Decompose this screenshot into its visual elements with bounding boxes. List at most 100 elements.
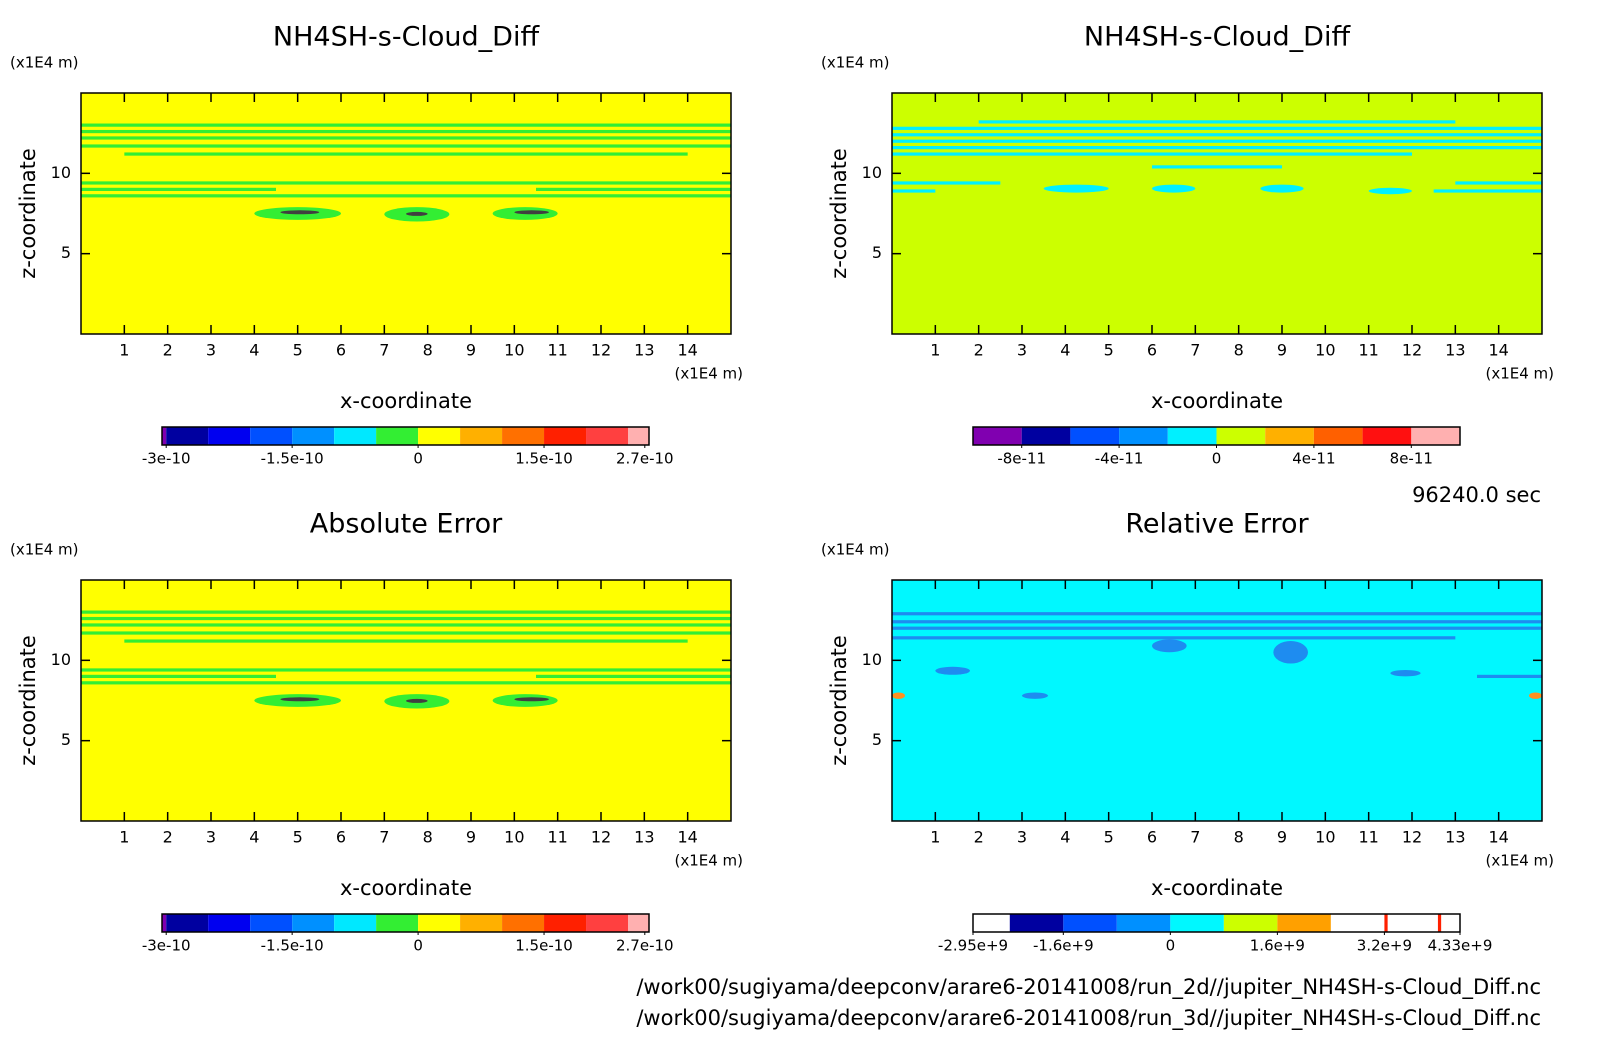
plot-area — [81, 93, 731, 334]
x-tick-label: 1 — [930, 341, 940, 360]
x-unit: (x1E4 m) — [1485, 852, 1554, 870]
colorbar-segment — [544, 427, 587, 445]
colorbar-segment — [162, 427, 167, 445]
x-tick-label: 10 — [1315, 828, 1335, 847]
colorbar-segment — [544, 914, 587, 932]
file-path: /work00/sugiyama/deepconv/arare6-2014100… — [636, 975, 1541, 1000]
colorbar-tick-label: 8e-11 — [1390, 450, 1433, 468]
contour-band — [892, 620, 1542, 624]
y-axis-label: z-coordinate — [827, 635, 851, 766]
colorbar-segment — [162, 914, 167, 932]
colorbar-segment — [166, 914, 209, 932]
contour-cell — [1043, 184, 1109, 193]
contour-band — [124, 152, 688, 156]
x-unit: (x1E4 m) — [674, 852, 743, 870]
x-tick-label: 11 — [1358, 341, 1378, 360]
contour-band — [81, 631, 731, 635]
x-tick-label: 12 — [1402, 341, 1422, 360]
panel-title: Relative Error — [1125, 509, 1309, 540]
colorbar-segment — [1441, 914, 1460, 932]
colorbar-segment — [292, 427, 335, 445]
x-tick-label: 7 — [1190, 341, 1200, 360]
colorbar-tick-label: -1.5e-10 — [261, 937, 324, 955]
colorbar-segment — [292, 914, 335, 932]
x-tick-label: 7 — [1190, 828, 1200, 847]
y-tick-label: 5 — [61, 243, 71, 262]
y-unit: (x1E4 m) — [821, 54, 890, 72]
colorbar-segment — [334, 427, 377, 445]
x-tick-label: 1 — [119, 828, 129, 847]
contour-band — [81, 616, 731, 621]
contour-cell — [514, 697, 550, 702]
contour-band — [81, 187, 276, 192]
contour-cell — [1260, 184, 1304, 193]
x-tick-label: 4 — [249, 341, 259, 360]
contour-band — [81, 674, 276, 679]
colorbar-tick-label: 0 — [413, 450, 423, 468]
contour-cell — [1273, 641, 1308, 664]
colorbar-segment — [973, 914, 1010, 932]
contour-band — [536, 187, 731, 192]
colorbar-segment — [1216, 427, 1266, 445]
contour-cell — [406, 698, 428, 703]
x-tick-label: 2 — [974, 828, 984, 847]
colorbar-frame — [161, 913, 650, 933]
x-unit: (x1E4 m) — [1485, 365, 1554, 383]
x-tick-label: 2 — [163, 341, 173, 360]
colorbar-tick-label: 4.33e+9 — [1428, 937, 1493, 955]
x-tick-label: 9 — [466, 341, 476, 360]
colorbar-segment — [460, 427, 503, 445]
contour-cell — [1152, 639, 1187, 653]
x-tick-label: 11 — [547, 341, 567, 360]
y-tick-label: 5 — [61, 730, 71, 749]
colorbar-segment — [502, 914, 545, 932]
plot-frame — [891, 579, 1543, 822]
colorbar-segment — [208, 427, 251, 445]
colorbar-segment — [1437, 914, 1442, 932]
colorbar-tick-label: 1.6e+9 — [1250, 937, 1305, 955]
x-tick-label: 5 — [293, 828, 303, 847]
contour-band — [81, 129, 731, 134]
file-path: /work00/sugiyama/deepconv/arare6-2014100… — [636, 1006, 1541, 1031]
x-tick-label: 8 — [1234, 341, 1244, 360]
colorbar-tick-label: -8e-11 — [997, 450, 1046, 468]
colorbar-segment — [1411, 427, 1460, 445]
contour-cell — [406, 211, 428, 216]
x-tick-label: 8 — [423, 828, 433, 847]
panel-title: Absolute Error — [310, 509, 503, 540]
colorbar-tick-label: 0 — [1166, 937, 1176, 955]
contour-cell — [1529, 692, 1542, 699]
y-unit: (x1E4 m) — [821, 541, 890, 559]
colorbar-tick-label: -2.95e+9 — [938, 937, 1008, 955]
colorbar-segment — [1387, 914, 1438, 932]
colorbar-tick-label: 1.5e-10 — [515, 450, 573, 468]
panel-title: NH4SH-s-Cloud_Diff — [1084, 22, 1352, 53]
x-tick-label: 13 — [1445, 341, 1465, 360]
x-tick-label: 13 — [634, 341, 654, 360]
contour-cell — [280, 697, 320, 702]
y-axis-label: z-coordinate — [16, 635, 40, 766]
x-tick-label: 11 — [1358, 828, 1378, 847]
contour-band — [81, 181, 731, 185]
x-tick-label: 3 — [1017, 341, 1027, 360]
x-axis-label: x-coordinate — [340, 389, 472, 413]
colorbar-segment — [1265, 427, 1314, 445]
contour-band — [892, 152, 1412, 156]
colorbar-segment — [1277, 914, 1331, 932]
contour-band — [81, 681, 731, 685]
x-tick-label: 6 — [1147, 828, 1157, 847]
colorbar-segment — [1362, 427, 1412, 445]
x-tick-label: 7 — [379, 828, 389, 847]
colorbar-segment — [502, 427, 545, 445]
colorbar-segment — [1063, 914, 1117, 932]
contour-band — [81, 610, 731, 614]
contour-cell — [1390, 669, 1421, 677]
x-tick-label: 6 — [1147, 341, 1157, 360]
y-unit: (x1E4 m) — [10, 54, 79, 72]
x-tick-label: 4 — [249, 828, 259, 847]
contour-cell — [514, 210, 550, 215]
plot-frame — [80, 92, 732, 335]
x-tick-label: 3 — [1017, 828, 1027, 847]
x-tick-label: 9 — [1277, 341, 1287, 360]
